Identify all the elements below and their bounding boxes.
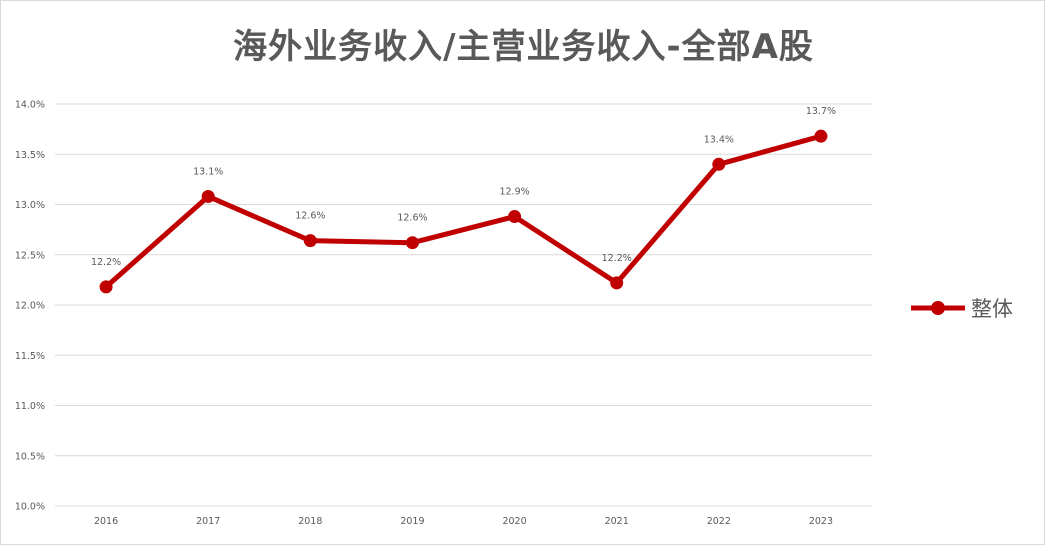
legend: 整体: [909, 293, 1013, 323]
y-tick-label: 12.5%: [15, 250, 45, 261]
data-label: 12.2%: [602, 253, 632, 264]
data-label: 12.9%: [499, 187, 529, 198]
y-tick-label: 11.0%: [15, 401, 45, 412]
data-point: [712, 157, 726, 171]
x-axis-ticks: 2016 2017 2018 2019 2020 2021 2022 2023: [94, 516, 833, 527]
data-point: [201, 189, 215, 203]
x-tick-label: 2020: [502, 516, 526, 527]
data-label: 13.4%: [704, 134, 734, 145]
data-label: 13.7%: [806, 106, 836, 117]
x-tick-label: 2021: [605, 516, 629, 527]
data-point: [99, 280, 113, 294]
data-point: [303, 234, 317, 248]
y-tick-label: 13.5%: [15, 150, 45, 161]
data-point: [405, 236, 419, 250]
x-tick-label: 2019: [400, 516, 424, 527]
data-label: 12.6%: [295, 211, 325, 222]
series-line-path: [103, 133, 824, 290]
data-label: 12.2%: [91, 257, 121, 268]
data-labels: 12.2% 13.1% 12.6% 12.6% 12.9% 12.2% 13.4% 13.7%: [91, 106, 836, 268]
y-axis-ticks: 10.0% 10.5% 11.0% 11.5% 12.0% 12.5% 13.0% 13.5%…: [15, 100, 45, 513]
data-point: [610, 276, 624, 290]
y-tick-label: 11.5%: [15, 351, 45, 362]
y-tick-label: 14.0%: [15, 100, 45, 111]
gridlines: [55, 103, 872, 507]
series-line: [103, 133, 824, 290]
y-tick-label: 13.0%: [15, 200, 45, 211]
series-points: [99, 129, 828, 294]
x-tick-label: 2018: [298, 516, 322, 527]
data-point: [814, 129, 828, 143]
data-point: [508, 210, 522, 224]
y-tick-label: 12.0%: [15, 301, 45, 312]
y-tick-label: 10.0%: [15, 502, 45, 513]
x-tick-label: 2016: [94, 516, 118, 527]
legend-label: 整体: [971, 297, 1013, 321]
x-tick-label: 2022: [707, 516, 731, 527]
chart-title: 海外业务收入/主营业务收入-全部A股: [233, 27, 814, 67]
x-tick-label: 2023: [809, 516, 833, 527]
x-tick-label: 2017: [196, 516, 220, 527]
y-tick-label: 10.5%: [15, 451, 45, 462]
legend-line-marker-icon: [911, 301, 965, 315]
data-label: 13.1%: [193, 166, 223, 177]
data-label: 12.6%: [397, 213, 427, 224]
